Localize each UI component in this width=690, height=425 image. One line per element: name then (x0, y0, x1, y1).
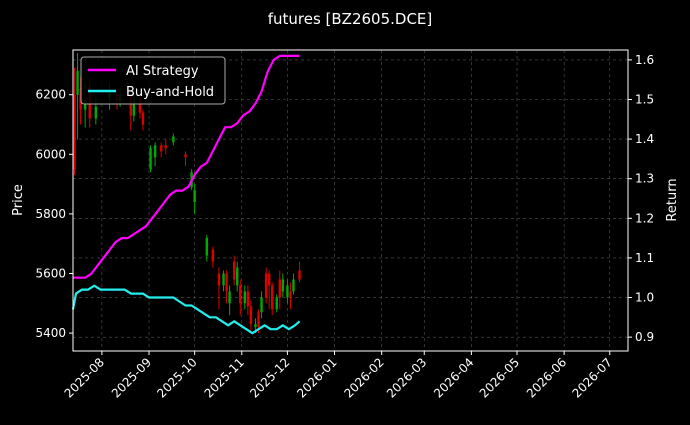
legend: AI Strategy Buy-and-Hold (80, 56, 226, 105)
y-left-tick-label: 5800 (35, 207, 66, 221)
x-tick-label: 2026-01 (294, 355, 339, 400)
candle-body (257, 312, 260, 328)
x-tick-label: 2026-02 (341, 355, 386, 400)
candle-body (217, 273, 221, 286)
candle-body (138, 100, 142, 113)
x-tick-label: 2026-05 (477, 355, 522, 400)
series-line-buy-and-hold (71, 284, 301, 335)
y-axis-right-label: Return (665, 178, 680, 221)
candle-body (260, 297, 263, 313)
candle-body (94, 106, 98, 119)
candle-body (270, 285, 274, 310)
candle-body (193, 190, 196, 202)
candle-body (281, 279, 285, 292)
candle-body (264, 273, 268, 298)
grid (73, 50, 628, 351)
y-left-tick-label: 6200 (35, 88, 66, 102)
x-tick-label: 2025-11 (202, 355, 247, 400)
candle-body (228, 291, 231, 304)
candle-body (211, 249, 215, 262)
legend-label-ai-strategy: AI Strategy (126, 64, 199, 79)
candle-body (249, 306, 253, 325)
candle-body (236, 267, 239, 286)
x-tick-label: 2026-06 (524, 355, 569, 400)
x-tick-label: 2026-07 (570, 355, 615, 400)
candle-body (184, 154, 187, 158)
candle-body (129, 97, 132, 116)
candle-body (292, 279, 295, 292)
candle-body (243, 291, 247, 304)
candle-body (286, 285, 289, 298)
candle-body (267, 273, 271, 286)
candle-body (225, 273, 228, 292)
y-left-tick-label: 5400 (35, 326, 66, 340)
candle-body (246, 291, 250, 307)
y-axis-right: 0.9 1.0 1.1 1.2 1.3 1.4 1.5 1.6 (628, 53, 654, 344)
y-right-tick-label: 1.5 (635, 93, 654, 107)
y-right-tick-label: 1.0 (635, 291, 654, 305)
plot-frame (72, 49, 629, 352)
legend-label-buy-and-hold: Buy-and-Hold (126, 85, 214, 100)
candle-body (164, 145, 167, 149)
x-tick-label: 2026-04 (431, 355, 476, 400)
y-axis-left: 5400 5600 5800 6000 6200 (35, 88, 73, 340)
series-lines (71, 54, 301, 335)
y-axis-left-label: Price (11, 184, 26, 216)
candle-body (298, 270, 301, 280)
y-right-tick-label: 0.9 (635, 330, 654, 344)
candle-body (73, 94, 76, 170)
series-line-ai-strategy (73, 54, 300, 279)
candle-body (153, 145, 157, 158)
x-tick-label: 2026-03 (384, 355, 429, 400)
y-right-tick-label: 1.4 (635, 132, 654, 146)
candle-body (159, 145, 163, 152)
candle-body (278, 279, 281, 298)
candle-body (222, 273, 225, 286)
candle-body (83, 100, 87, 110)
candle-body (132, 100, 136, 116)
candle-body (172, 136, 175, 143)
candle-body (205, 237, 209, 256)
candle-body (232, 261, 236, 280)
candle-body (149, 148, 152, 170)
candle-body (275, 297, 278, 310)
y-left-tick-label: 5600 (35, 267, 66, 281)
candle-body (239, 285, 242, 304)
x-tick-label: 2025-12 (247, 355, 292, 400)
y-right-tick-label: 1.2 (635, 211, 654, 225)
candle-body (254, 324, 257, 328)
candle-body (141, 112, 145, 125)
x-tick-label: 2025-09 (109, 355, 154, 400)
x-tick-label: 2025-08 (62, 355, 107, 400)
legend-box (80, 56, 226, 105)
y-right-tick-label: 1.3 (635, 172, 654, 186)
x-tick-label: 2025-10 (154, 355, 199, 400)
x-axis: 2025-08 2025-09 2025-10 2025-11 2025-12 2026-… (62, 351, 615, 401)
y-right-tick-label: 1.1 (635, 251, 654, 265)
y-left-tick-label: 6000 (35, 147, 66, 161)
y-right-tick-label: 1.6 (635, 53, 654, 67)
chart-title: futures [BZ2605.DCE] (268, 10, 433, 28)
candle-body (76, 70, 79, 95)
candle-body (289, 291, 292, 298)
